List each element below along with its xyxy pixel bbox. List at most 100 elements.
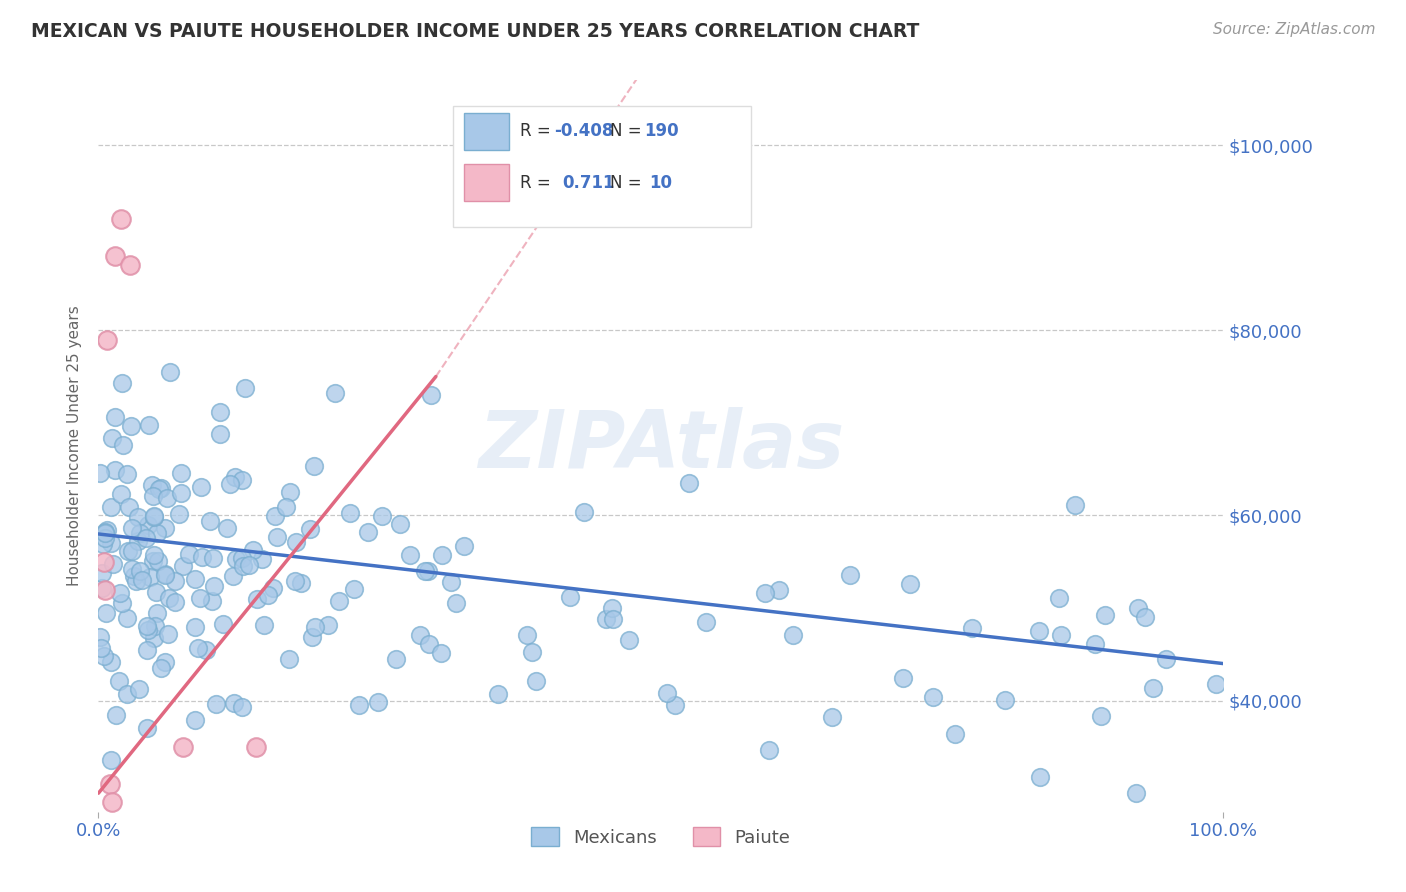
- Point: [111, 376, 134, 390]
- Point: [96, 523, 118, 537]
- Point: [135, 532, 157, 546]
- Point: [898, 576, 921, 591]
- Point: [524, 674, 547, 689]
- Point: [264, 509, 287, 524]
- Point: [1084, 637, 1107, 651]
- Point: [118, 500, 141, 515]
- Point: [142, 554, 165, 568]
- Point: [212, 617, 235, 632]
- Point: [429, 646, 451, 660]
- Point: [215, 521, 238, 535]
- Point: [231, 699, 253, 714]
- Point: [127, 534, 149, 549]
- Point: [245, 739, 267, 754]
- Point: [233, 381, 256, 395]
- Point: [758, 743, 780, 757]
- Point: [177, 547, 200, 561]
- Point: [600, 600, 623, 615]
- Point: [1050, 628, 1073, 642]
- Point: [156, 627, 179, 641]
- Point: [389, 516, 412, 531]
- Point: [246, 591, 269, 606]
- Point: [253, 617, 276, 632]
- Point: [302, 459, 325, 474]
- Point: [125, 574, 148, 588]
- Point: [522, 645, 544, 659]
- Point: [90, 581, 112, 595]
- Point: [1028, 770, 1050, 784]
- Point: [349, 698, 371, 712]
- Point: [127, 509, 149, 524]
- Point: [782, 628, 804, 642]
- Point: [143, 510, 166, 524]
- Point: [135, 619, 157, 633]
- Point: [163, 574, 186, 588]
- Point: [155, 566, 177, 581]
- Point: [89, 631, 111, 645]
- Point: [664, 698, 686, 712]
- Point: [172, 559, 194, 574]
- Point: [1126, 601, 1149, 615]
- Point: [121, 543, 143, 558]
- Point: [153, 568, 176, 582]
- Point: [100, 431, 122, 445]
- Point: [994, 693, 1017, 707]
- Point: [138, 417, 160, 432]
- Text: ZIPAtlas: ZIPAtlas: [478, 407, 844, 485]
- Point: [153, 521, 176, 535]
- Point: [285, 535, 308, 549]
- Point: [1064, 498, 1087, 512]
- Point: [357, 524, 380, 539]
- Point: [100, 655, 122, 669]
- Point: [225, 552, 247, 566]
- Point: [1135, 610, 1157, 624]
- Bar: [464, 113, 509, 150]
- Point: [184, 713, 207, 727]
- Point: [170, 486, 193, 500]
- Point: [416, 565, 439, 579]
- FancyBboxPatch shape: [453, 106, 751, 227]
- Point: [117, 467, 139, 481]
- Point: [98, 777, 121, 791]
- Point: [129, 526, 152, 541]
- Point: [184, 619, 207, 633]
- Point: [145, 585, 167, 599]
- Point: [143, 618, 166, 632]
- Point: [157, 591, 180, 606]
- Point: [143, 632, 166, 646]
- Point: [250, 552, 273, 566]
- Point: [1090, 709, 1112, 723]
- Point: [602, 612, 624, 626]
- Point: [367, 695, 389, 709]
- Point: [145, 607, 167, 621]
- Point: [94, 582, 117, 597]
- Text: 190: 190: [644, 122, 679, 140]
- Point: [232, 558, 254, 573]
- Point: [90, 640, 112, 655]
- Point: [409, 628, 432, 642]
- Point: [188, 591, 211, 606]
- Point: [117, 543, 139, 558]
- Point: [418, 638, 440, 652]
- Point: [960, 621, 983, 635]
- Point: [1125, 786, 1147, 800]
- Point: [278, 652, 301, 666]
- Point: [96, 333, 118, 347]
- Text: MEXICAN VS PAIUTE HOUSEHOLDER INCOME UNDER 25 YEARS CORRELATION CHART: MEXICAN VS PAIUTE HOUSEHOLDER INCOME UND…: [31, 22, 920, 41]
- Point: [156, 491, 179, 505]
- Point: [1205, 676, 1227, 690]
- Point: [170, 467, 193, 481]
- Point: [371, 508, 394, 523]
- Point: [413, 564, 436, 578]
- Point: [104, 463, 127, 477]
- Point: [121, 562, 143, 576]
- Point: [201, 594, 224, 608]
- Point: [385, 651, 408, 665]
- Point: [110, 487, 132, 501]
- Point: [221, 569, 243, 583]
- Point: [138, 517, 160, 532]
- Point: [208, 427, 231, 442]
- Point: [328, 594, 350, 608]
- Point: [121, 521, 143, 535]
- Point: [184, 572, 207, 586]
